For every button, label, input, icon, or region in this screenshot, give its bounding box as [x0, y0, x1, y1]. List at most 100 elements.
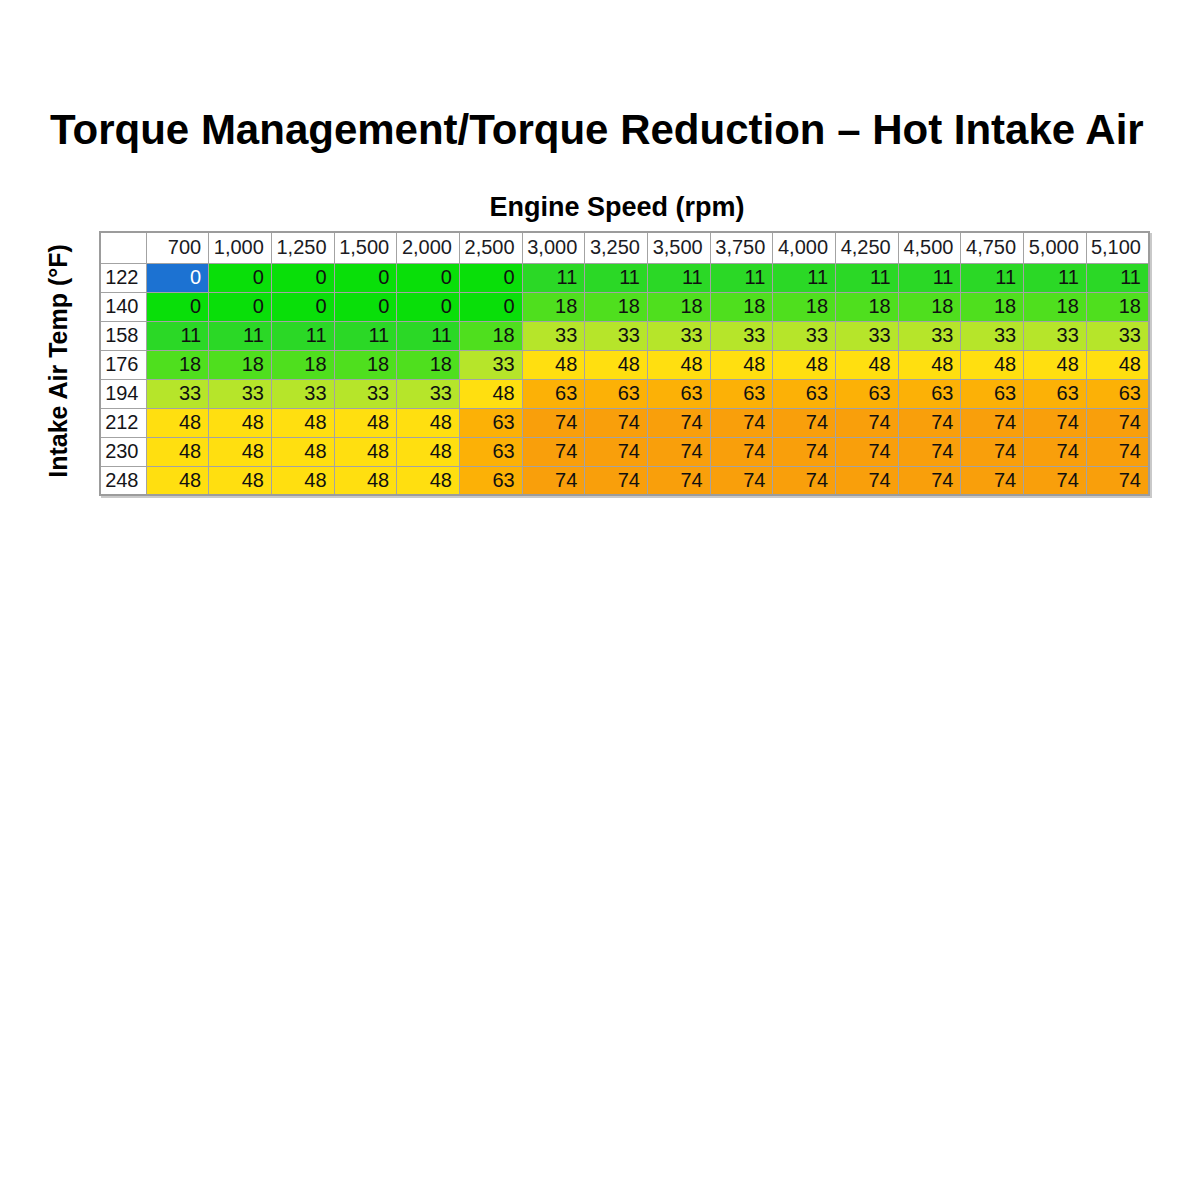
table-cell[interactable]: 0	[334, 292, 397, 321]
table-cell[interactable]: 18	[585, 292, 648, 321]
table-cell[interactable]: 63	[773, 379, 836, 408]
table-cell[interactable]: 18	[146, 350, 209, 379]
table-cell[interactable]: 63	[459, 466, 522, 495]
table-cell[interactable]: 11	[397, 321, 460, 350]
table-cell[interactable]: 33	[522, 321, 585, 350]
table-cell[interactable]: 48	[397, 466, 460, 495]
table-cell[interactable]: 33	[961, 321, 1024, 350]
table-cell[interactable]: 0	[459, 263, 522, 292]
table-cell[interactable]: 63	[836, 379, 899, 408]
table-cell[interactable]: 48	[710, 350, 773, 379]
table-cell[interactable]: 11	[585, 263, 648, 292]
table-cell[interactable]: 63	[585, 379, 648, 408]
table-cell[interactable]: 74	[710, 466, 773, 495]
table-cell[interactable]: 0	[397, 263, 460, 292]
table-cell[interactable]: 74	[710, 408, 773, 437]
table-cell[interactable]: 63	[1024, 379, 1087, 408]
table-cell[interactable]: 74	[648, 408, 711, 437]
table-cell[interactable]: 11	[1024, 263, 1087, 292]
table-cell[interactable]: 48	[271, 408, 334, 437]
table-cell[interactable]: 48	[773, 350, 836, 379]
table-cell[interactable]: 0	[271, 292, 334, 321]
table-cell[interactable]: 0	[459, 292, 522, 321]
table-cell[interactable]: 48	[334, 466, 397, 495]
table-cell[interactable]: 18	[836, 292, 899, 321]
table-cell[interactable]: 74	[773, 437, 836, 466]
table-cell[interactable]: 18	[459, 321, 522, 350]
table-cell[interactable]: 74	[961, 466, 1024, 495]
table-cell[interactable]: 11	[522, 263, 585, 292]
table-cell[interactable]: 33	[1086, 321, 1149, 350]
table-cell[interactable]: 63	[648, 379, 711, 408]
table-cell[interactable]: 74	[773, 408, 836, 437]
table-cell[interactable]: 74	[898, 437, 961, 466]
table-cell[interactable]: 11	[648, 263, 711, 292]
table-cell[interactable]: 18	[773, 292, 836, 321]
table-cell[interactable]: 33	[836, 321, 899, 350]
table-cell[interactable]: 63	[961, 379, 1024, 408]
table-cell[interactable]: 18	[961, 292, 1024, 321]
table-cell[interactable]: 74	[1024, 466, 1087, 495]
table-cell[interactable]: 48	[146, 437, 209, 466]
table-cell[interactable]: 48	[209, 437, 272, 466]
table-cell[interactable]: 74	[1086, 466, 1149, 495]
table-cell[interactable]: 18	[271, 350, 334, 379]
table-cell[interactable]: 33	[146, 379, 209, 408]
table-cell[interactable]: 48	[836, 350, 899, 379]
table-cell[interactable]: 0	[397, 292, 460, 321]
selected-cell[interactable]: 0	[146, 263, 209, 292]
table-cell[interactable]: 63	[1086, 379, 1149, 408]
table-cell[interactable]: 48	[209, 466, 272, 495]
table-cell[interactable]: 48	[334, 437, 397, 466]
table-cell[interactable]: 74	[1024, 437, 1087, 466]
table-cell[interactable]: 74	[836, 408, 899, 437]
table-cell[interactable]: 74	[898, 466, 961, 495]
table-cell[interactable]: 48	[961, 350, 1024, 379]
table-cell[interactable]: 74	[585, 437, 648, 466]
table-cell[interactable]: 33	[1024, 321, 1087, 350]
table-cell[interactable]: 48	[585, 350, 648, 379]
table-cell[interactable]: 18	[209, 350, 272, 379]
table-cell[interactable]: 18	[522, 292, 585, 321]
table-cell[interactable]: 33	[585, 321, 648, 350]
table-cell[interactable]: 11	[1086, 263, 1149, 292]
table-cell[interactable]: 33	[710, 321, 773, 350]
table-cell[interactable]: 48	[1086, 350, 1149, 379]
table-cell[interactable]: 11	[271, 321, 334, 350]
table-cell[interactable]: 11	[146, 321, 209, 350]
table-cell[interactable]: 33	[397, 379, 460, 408]
table-cell[interactable]: 63	[898, 379, 961, 408]
table-cell[interactable]: 74	[710, 437, 773, 466]
table-cell[interactable]: 48	[397, 408, 460, 437]
table-cell[interactable]: 18	[1024, 292, 1087, 321]
table-cell[interactable]: 74	[836, 466, 899, 495]
table-cell[interactable]: 63	[459, 437, 522, 466]
table-cell[interactable]: 0	[209, 292, 272, 321]
table-cell[interactable]: 11	[836, 263, 899, 292]
table-cell[interactable]: 11	[898, 263, 961, 292]
table-cell[interactable]: 48	[271, 466, 334, 495]
table-cell[interactable]: 0	[146, 292, 209, 321]
table-cell[interactable]: 74	[1086, 437, 1149, 466]
table-cell[interactable]: 74	[585, 466, 648, 495]
table-cell[interactable]: 74	[961, 408, 1024, 437]
table-cell[interactable]: 48	[146, 466, 209, 495]
table-cell[interactable]: 0	[209, 263, 272, 292]
table-cell[interactable]: 11	[773, 263, 836, 292]
table-cell[interactable]: 48	[459, 379, 522, 408]
table-cell[interactable]: 48	[898, 350, 961, 379]
table-cell[interactable]: 63	[522, 379, 585, 408]
table-cell[interactable]: 74	[522, 466, 585, 495]
table-cell[interactable]: 48	[648, 350, 711, 379]
table-cell[interactable]: 48	[397, 437, 460, 466]
table-cell[interactable]: 48	[271, 437, 334, 466]
table-cell[interactable]: 74	[648, 466, 711, 495]
table-cell[interactable]: 63	[459, 408, 522, 437]
table-cell[interactable]: 74	[836, 437, 899, 466]
table-cell[interactable]: 48	[334, 408, 397, 437]
table-cell[interactable]: 18	[898, 292, 961, 321]
table-cell[interactable]: 74	[773, 466, 836, 495]
table-cell[interactable]: 0	[271, 263, 334, 292]
table-cell[interactable]: 33	[334, 379, 397, 408]
table-cell[interactable]: 74	[1024, 408, 1087, 437]
